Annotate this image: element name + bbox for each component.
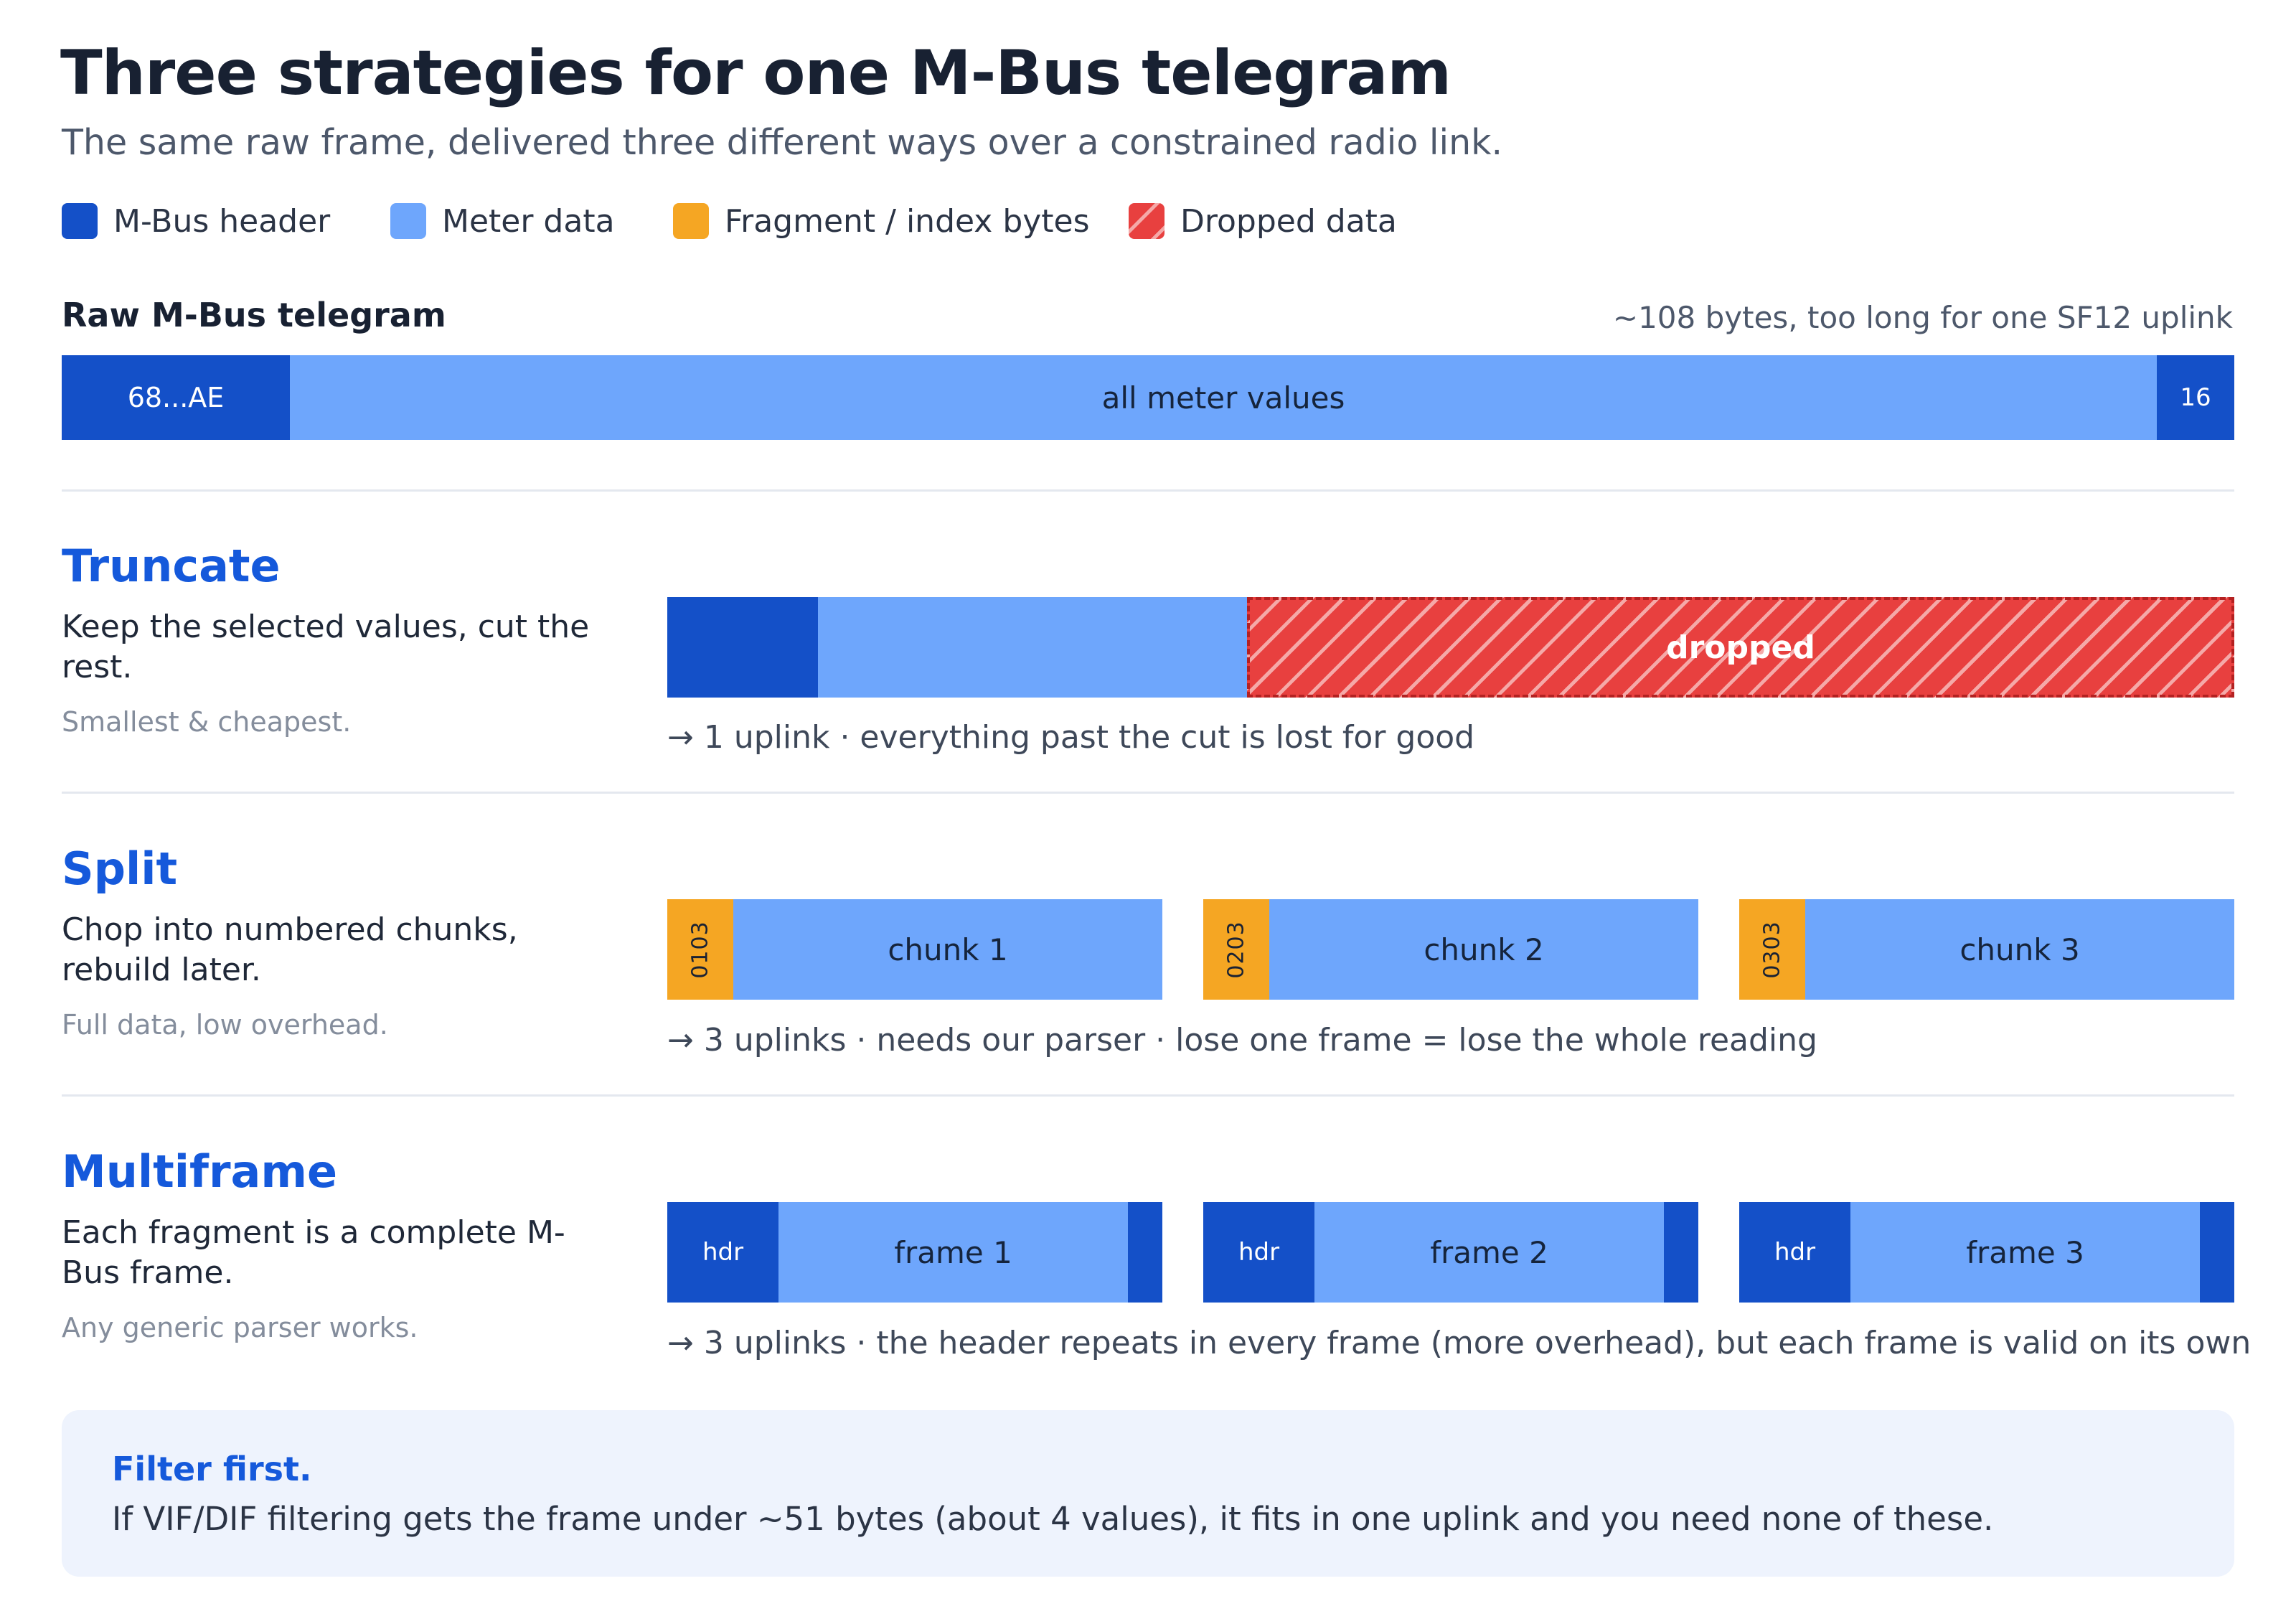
legend-swatch-header [62, 203, 98, 239]
truncate-note: → 1 uplink · everything past the cut is … [667, 719, 1475, 756]
truncate-description: Keep the selected values, cut the rest. [62, 609, 590, 685]
frame-header-label: hdr [1238, 1238, 1280, 1267]
multiframe-frame-2-header: hdr [1203, 1202, 1314, 1303]
chunk-label: chunk 1 [888, 931, 1008, 967]
multiframe-frame-3-end [2200, 1202, 2234, 1303]
split-chunk-3: chunk 3 [1805, 899, 2234, 1000]
multiframe-note: → 3 uplinks · the header repeats in ever… [667, 1325, 2252, 1361]
truncate-header-segment [667, 597, 818, 698]
legend-item-dropped: Dropped data [1129, 200, 1397, 243]
split-title: Split [62, 843, 178, 895]
legend-label: Fragment / index bytes [725, 202, 1090, 240]
raw-data-segment: all meter values [290, 355, 2157, 440]
multiframe-frame-1: frame 1 [778, 1202, 1128, 1303]
frame-label: frame 2 [1430, 1234, 1548, 1270]
truncate-dropped-label: dropped [1666, 629, 1815, 666]
chunk-index-label: 0303 [1759, 920, 1785, 979]
split-tag: Full data, low overhead. [62, 1009, 388, 1041]
frame-label: frame 1 [894, 1234, 1012, 1270]
chunk-label: chunk 2 [1424, 931, 1544, 967]
raw-telegram-title: Raw M-Bus telegram [62, 296, 446, 334]
truncate-data-segment [818, 597, 1247, 698]
multiframe-frame-1-header: hdr [667, 1202, 778, 1303]
multiframe-frame-2: frame 2 [1314, 1202, 1664, 1303]
legend-label: M-Bus header [113, 202, 331, 240]
frame-label: frame 3 [1966, 1234, 2084, 1270]
multiframe-tag: Any generic parser works. [62, 1312, 418, 1343]
legend-item-fragment: Fragment / index bytes [673, 200, 1090, 243]
legend-label: Meter data [442, 202, 615, 240]
truncate-tag: Smallest & cheapest. [62, 706, 352, 738]
split-chunk-1-index: 0103 [667, 899, 733, 1000]
raw-end-segment: 16 [2157, 355, 2234, 440]
legend-item-data: Meter data [390, 200, 615, 243]
multiframe-title: Multiframe [62, 1145, 338, 1198]
multiframe-frame-2-end [1664, 1202, 1698, 1303]
multiframe-frame-3-header: hdr [1739, 1202, 1850, 1303]
page-title: Three strategies for one M-Bus telegram [60, 37, 1452, 109]
split-note: → 3 uplinks · needs our parser · lose on… [667, 1022, 1817, 1059]
chunk-index-label: 0103 [687, 920, 713, 979]
split-chunk-2: chunk 2 [1269, 899, 1698, 1000]
legend-label: Dropped data [1180, 202, 1397, 240]
multiframe-description: Each fragment is a complete M-Bus frame. [62, 1214, 565, 1291]
chunk-index-label: 0203 [1223, 920, 1249, 979]
filter-first-callout [62, 1410, 2234, 1577]
raw-data-label: all meter values [1101, 380, 1345, 416]
raw-header-label: 68...AE [127, 382, 225, 413]
legend-swatch-fragment [673, 203, 709, 239]
chunk-label: chunk 3 [1959, 931, 2080, 967]
raw-header-segment: 68...AE [62, 355, 290, 440]
split-chunk-2-index: 0203 [1203, 899, 1269, 1000]
page-subtitle: The same raw frame, delivered three diff… [62, 122, 1503, 163]
truncate-dropped-segment: dropped [1247, 597, 2234, 698]
raw-telegram-note: ~108 bytes, too long for one SF12 uplink [1612, 300, 2233, 335]
multiframe-frame-1-end [1128, 1202, 1162, 1303]
section-divider [62, 1094, 2234, 1097]
legend-swatch-data [390, 203, 426, 239]
raw-end-label: 16 [2180, 383, 2211, 412]
split-chunk-1: chunk 1 [733, 899, 1162, 1000]
legend-item-header: M-Bus header [62, 200, 330, 243]
callout-text: If VIF/DIF filtering gets the frame unde… [112, 1500, 1994, 1538]
split-chunk-3-index: 0303 [1739, 899, 1805, 1000]
frame-header-label: hdr [1774, 1238, 1816, 1267]
multiframe-frame-3: frame 3 [1850, 1202, 2200, 1303]
callout-title: Filter first. [112, 1450, 312, 1488]
section-divider [62, 792, 2234, 794]
truncate-title: Truncate [62, 540, 281, 592]
legend-swatch-dropped [1129, 203, 1165, 239]
section-divider [62, 489, 2234, 492]
split-description: Chop into numbered chunks, rebuild later… [62, 911, 518, 988]
frame-header-label: hdr [702, 1238, 744, 1267]
